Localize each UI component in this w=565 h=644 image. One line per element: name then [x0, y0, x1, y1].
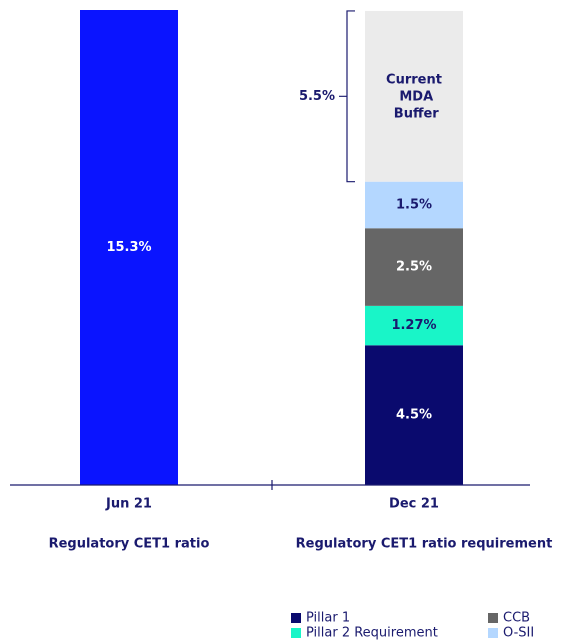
value-label: 1.5% [396, 197, 432, 212]
value-label: 2.5% [396, 260, 432, 275]
category-subtitle: Regulatory CET1 ratio [49, 537, 210, 552]
bar-segment [365, 10, 463, 182]
legend-label: O-SII [503, 626, 534, 641]
bracket [339, 10, 355, 183]
x-tick-label: Jun 21 [105, 497, 152, 512]
bar-segment [365, 345, 463, 485]
value-label: 5.5% [299, 89, 335, 104]
value-label: 4.5% [396, 408, 432, 423]
x-tick-label: Dec 21 [389, 497, 439, 512]
legend-label: Pillar 2 Requirement [306, 626, 438, 641]
legend-label: CCB [503, 611, 530, 626]
legend-swatch [488, 613, 498, 623]
value-label: 1.27% [391, 318, 436, 333]
category-subtitle: Regulatory CET1 ratio requirement [296, 537, 553, 552]
segment-name: Current MDA Buffer [386, 72, 442, 121]
bar-segment [365, 228, 463, 306]
legend-swatch [291, 628, 301, 638]
legend-swatch [291, 613, 301, 623]
bar-segment [365, 305, 463, 346]
bar-segment [365, 181, 463, 229]
value-label: 15.3% [106, 240, 151, 255]
legend-swatch [488, 628, 498, 638]
legend-label: Pillar 1 [306, 611, 350, 626]
bar-segment [80, 10, 178, 485]
